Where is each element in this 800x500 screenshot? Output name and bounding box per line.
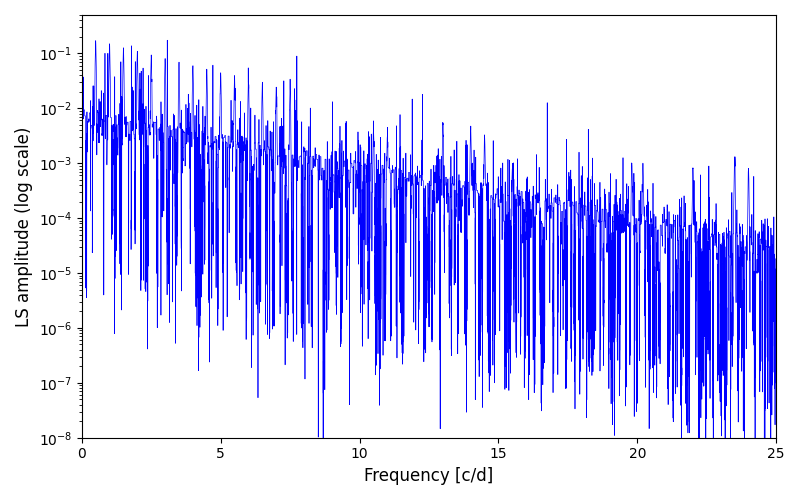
Y-axis label: LS amplitude (log scale): LS amplitude (log scale)	[15, 126, 33, 326]
X-axis label: Frequency [c/d]: Frequency [c/d]	[364, 467, 494, 485]
